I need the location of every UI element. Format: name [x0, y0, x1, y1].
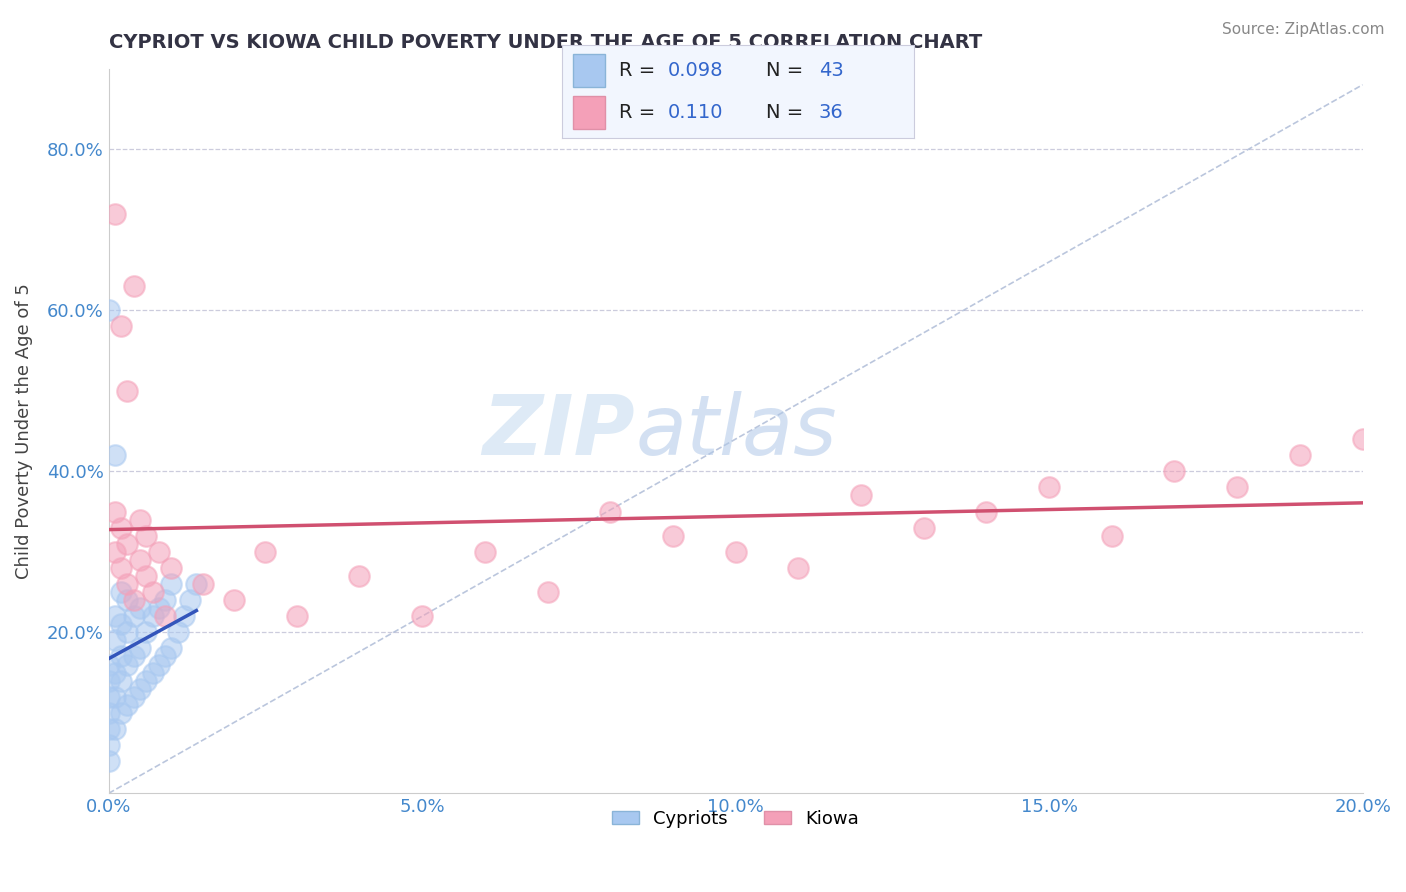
- Point: [135, 673, 157, 688]
- Point: [104, 633, 127, 648]
- Point: [179, 593, 201, 607]
- Point: [97, 754, 120, 768]
- Point: [104, 448, 127, 462]
- Point: [97, 738, 120, 752]
- Point: [97, 657, 120, 672]
- Point: [135, 529, 157, 543]
- Point: [110, 319, 132, 334]
- Point: [160, 577, 183, 591]
- Point: [110, 649, 132, 664]
- Point: [349, 569, 371, 583]
- Text: R =: R =: [619, 103, 661, 122]
- Point: [976, 504, 998, 518]
- Point: [160, 641, 183, 656]
- Point: [129, 553, 152, 567]
- Text: ZIP: ZIP: [482, 391, 636, 472]
- Text: N =: N =: [766, 103, 810, 122]
- Point: [122, 649, 145, 664]
- Point: [129, 641, 152, 656]
- Point: [117, 577, 139, 591]
- Point: [787, 561, 810, 575]
- Point: [104, 545, 127, 559]
- Point: [122, 690, 145, 704]
- Text: 36: 36: [818, 103, 844, 122]
- Point: [117, 593, 139, 607]
- Point: [117, 657, 139, 672]
- Point: [104, 609, 127, 624]
- Point: [1163, 464, 1185, 478]
- Point: [536, 585, 558, 599]
- Point: [117, 698, 139, 712]
- Point: [122, 593, 145, 607]
- Point: [110, 521, 132, 535]
- Point: [173, 609, 195, 624]
- Point: [141, 585, 163, 599]
- Point: [129, 601, 152, 615]
- Point: [104, 690, 127, 704]
- Text: 43: 43: [818, 62, 844, 80]
- Text: R =: R =: [619, 62, 661, 80]
- Point: [110, 617, 132, 632]
- Text: N =: N =: [766, 62, 810, 80]
- Point: [117, 537, 139, 551]
- Text: 0.110: 0.110: [668, 103, 723, 122]
- Point: [285, 609, 308, 624]
- Point: [166, 625, 188, 640]
- Point: [97, 722, 120, 736]
- Point: [222, 593, 245, 607]
- Text: atlas: atlas: [636, 391, 837, 472]
- Point: [110, 706, 132, 720]
- Point: [110, 585, 132, 599]
- Point: [912, 521, 935, 535]
- Point: [110, 561, 132, 575]
- Point: [97, 706, 120, 720]
- Point: [849, 488, 872, 502]
- Point: [1101, 529, 1123, 543]
- Point: [110, 673, 132, 688]
- Point: [153, 593, 176, 607]
- Point: [191, 577, 214, 591]
- Point: [474, 545, 496, 559]
- Point: [148, 545, 170, 559]
- Point: [1351, 432, 1374, 446]
- Point: [122, 279, 145, 293]
- Point: [135, 625, 157, 640]
- Point: [141, 665, 163, 680]
- Point: [599, 504, 621, 518]
- Point: [117, 384, 139, 398]
- Point: [153, 609, 176, 624]
- Point: [129, 681, 152, 696]
- FancyBboxPatch shape: [574, 96, 605, 129]
- Point: [411, 609, 433, 624]
- Point: [117, 625, 139, 640]
- Point: [97, 690, 120, 704]
- Point: [141, 609, 163, 624]
- Point: [148, 601, 170, 615]
- Point: [97, 303, 120, 318]
- Point: [254, 545, 277, 559]
- Text: 0.098: 0.098: [668, 62, 723, 80]
- Point: [122, 609, 145, 624]
- Y-axis label: Child Poverty Under the Age of 5: Child Poverty Under the Age of 5: [15, 283, 32, 579]
- Legend: Cypriots, Kiowa: Cypriots, Kiowa: [605, 803, 866, 835]
- FancyBboxPatch shape: [574, 54, 605, 87]
- Point: [104, 206, 127, 220]
- Point: [153, 649, 176, 664]
- Text: Source: ZipAtlas.com: Source: ZipAtlas.com: [1222, 22, 1385, 37]
- Point: [1226, 480, 1249, 494]
- Point: [135, 569, 157, 583]
- Point: [1038, 480, 1060, 494]
- Point: [186, 577, 208, 591]
- Point: [148, 657, 170, 672]
- Point: [129, 512, 152, 526]
- Point: [104, 504, 127, 518]
- Point: [662, 529, 685, 543]
- Point: [104, 722, 127, 736]
- Point: [724, 545, 747, 559]
- Point: [160, 561, 183, 575]
- Text: CYPRIOT VS KIOWA CHILD POVERTY UNDER THE AGE OF 5 CORRELATION CHART: CYPRIOT VS KIOWA CHILD POVERTY UNDER THE…: [108, 33, 981, 52]
- Point: [104, 665, 127, 680]
- Point: [1289, 448, 1312, 462]
- Point: [97, 673, 120, 688]
